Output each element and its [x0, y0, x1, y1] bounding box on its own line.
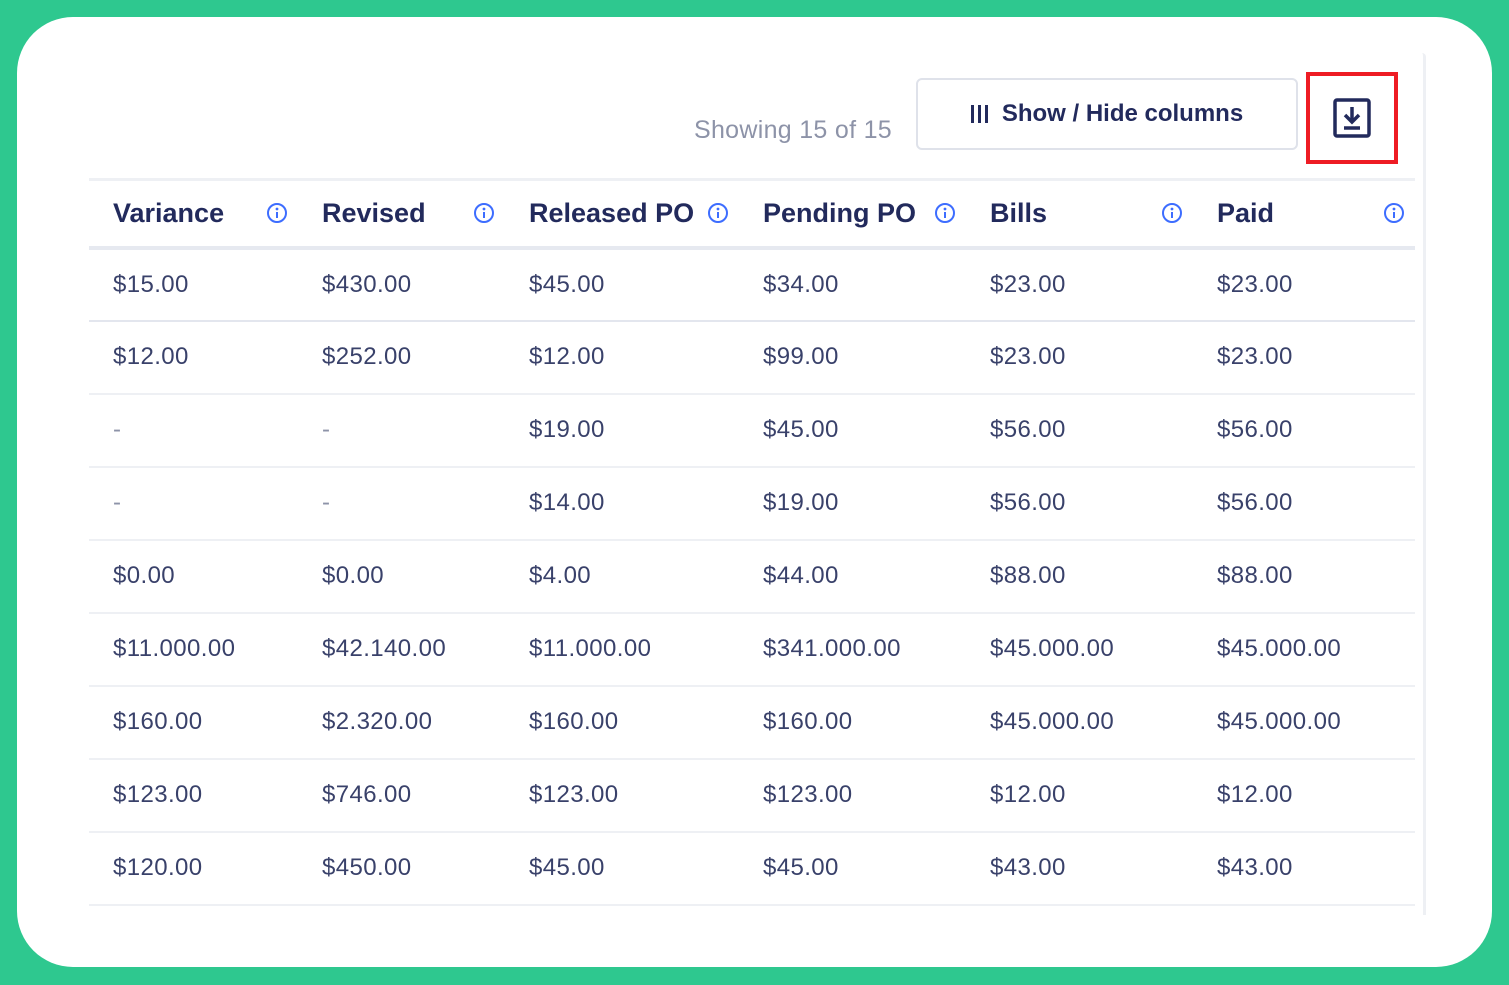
table-cell: $88.00 — [1193, 539, 1415, 614]
show-hide-columns-button[interactable]: Show / Hide columns — [916, 78, 1298, 150]
column-header-label: Pending PO — [763, 197, 917, 228]
table-cell: $4.00 — [505, 539, 739, 614]
table-cell: $88.00 — [966, 539, 1193, 614]
table-cell: $44.00 — [739, 539, 966, 614]
table-body: $15.00 $430.00 $45.00 $34.00 $23.00 $23.00 $12… — [89, 247, 1415, 906]
column-header-released-po[interactable]: Released PO — [505, 180, 739, 248]
table-row: - - $19.00 $45.00 $56.00 $56.00 — [89, 393, 1415, 468]
column-header-bills[interactable]: Bills — [966, 180, 1193, 248]
table-cell: $746.00 — [298, 758, 505, 833]
table-cell: $45.000.00 — [966, 685, 1193, 760]
table-cell: $56.00 — [1193, 393, 1415, 468]
table-cell: $43.00 — [966, 831, 1193, 906]
table-cell: $252.00 — [298, 320, 505, 395]
table-cell: $12.00 — [966, 758, 1193, 833]
table-cell: $160.00 — [739, 685, 966, 760]
table-cell: $56.00 — [1193, 466, 1415, 541]
table-row: $0.00 $0.00 $4.00 $44.00 $88.00 $88.00 — [89, 539, 1415, 614]
info-icon[interactable] — [1161, 202, 1183, 224]
table-cell: $23.00 — [1193, 247, 1415, 322]
table-cell: $56.00 — [966, 466, 1193, 541]
table-cell: $123.00 — [505, 758, 739, 833]
table-cell: $45.000.00 — [966, 612, 1193, 687]
table-cell: - — [298, 393, 505, 468]
show-hide-columns-label: Show / Hide columns — [1001, 100, 1244, 127]
table-cell: $11.000.00 — [89, 612, 298, 687]
table-cell: $45.00 — [739, 831, 966, 906]
column-header-variance[interactable]: Variance — [89, 180, 298, 248]
table-cell: $0.00 — [89, 539, 298, 614]
table-cell: $19.00 — [505, 393, 739, 468]
table-cell: $45.000.00 — [1193, 612, 1415, 687]
table-row: $12.00 $252.00 $12.00 $99.00 $23.00 $23.00 — [89, 320, 1415, 395]
table-cell: $123.00 — [739, 758, 966, 833]
columns-icon — [970, 104, 988, 124]
download-button[interactable] — [1306, 72, 1398, 164]
table-cell: $12.00 — [1193, 758, 1415, 833]
table-row: - - $14.00 $19.00 $56.00 $56.00 — [89, 466, 1415, 541]
table-cell: - — [298, 466, 505, 541]
table-cell: $450.00 — [298, 831, 505, 906]
table-cell: $12.00 — [505, 320, 739, 395]
table-cell: $23.00 — [1193, 320, 1415, 395]
table-row: $11.000.00 $42.140.00 $11.000.00 $341.000.0… — [89, 612, 1415, 687]
table-row: $160.00 $2.320.00 $160.00 $160.00 $45.000.00… — [89, 685, 1415, 760]
info-icon[interactable] — [707, 202, 729, 224]
row-count-text: Showing 15 of 15 — [693, 116, 892, 144]
table-cell: - — [89, 393, 298, 468]
table-cell: $45.000.00 — [1193, 685, 1415, 760]
table-panel: Showing 15 of 15 Show / Hide columns — [89, 53, 1426, 915]
table-header-row: Variance Revised Released PO Pending PO Bill… — [89, 179, 1415, 248]
table-cell: $160.00 — [89, 685, 298, 760]
column-header-paid[interactable]: Paid — [1193, 180, 1415, 248]
table-row: $120.00 $450.00 $45.00 $45.00 $43.00 $43.00 — [89, 831, 1415, 906]
table-cell: $15.00 — [89, 247, 298, 322]
table-cell: $45.00 — [505, 247, 739, 322]
column-header-label: Variance — [113, 197, 225, 228]
table-row: $123.00 $746.00 $123.00 $123.00 $12.00 $12.00 — [89, 758, 1415, 833]
data-table: Variance Revised Released PO Pending PO Bill… — [89, 178, 1415, 906]
table-cell: $34.00 — [739, 247, 966, 322]
column-header-label: Paid — [1217, 197, 1275, 228]
column-header-label: Revised — [322, 197, 426, 228]
info-icon[interactable] — [266, 202, 288, 224]
table-cell: $23.00 — [966, 247, 1193, 322]
table-cell: $42.140.00 — [298, 612, 505, 687]
table-cell: $45.00 — [505, 831, 739, 906]
info-icon[interactable] — [934, 202, 956, 224]
column-header-revised[interactable]: Revised — [298, 180, 505, 248]
table-cell: $430.00 — [298, 247, 505, 322]
table-cell: $160.00 — [505, 685, 739, 760]
table-cell: $120.00 — [89, 831, 298, 906]
table-cell: $123.00 — [89, 758, 298, 833]
table-cell: $19.00 — [739, 466, 966, 541]
column-header-label: Bills — [990, 197, 1048, 228]
table-cell: $12.00 — [89, 320, 298, 395]
info-icon[interactable] — [1383, 202, 1405, 224]
info-icon[interactable] — [473, 202, 495, 224]
table-cell: $0.00 — [298, 539, 505, 614]
table-cell: - — [89, 466, 298, 541]
table-cell: $2.320.00 — [298, 685, 505, 760]
table-cell: $43.00 — [1193, 831, 1415, 906]
table-cell: $341.000.00 — [739, 612, 966, 687]
card: Showing 15 of 15 Show / Hide columns — [17, 17, 1492, 967]
table-cell: $56.00 — [966, 393, 1193, 468]
table-row: $15.00 $430.00 $45.00 $34.00 $23.00 $23.00 — [89, 247, 1415, 322]
table-cell: $11.000.00 — [505, 612, 739, 687]
column-header-pending-po[interactable]: Pending PO — [739, 180, 966, 248]
column-header-label: Released PO — [529, 197, 695, 228]
download-icon — [1333, 98, 1371, 138]
table-cell: $23.00 — [966, 320, 1193, 395]
table-cell: $99.00 — [739, 320, 966, 395]
table-toolbar: Showing 15 of 15 Show / Hide columns — [89, 53, 1423, 178]
table-cell: $45.00 — [739, 393, 966, 468]
table-cell: $14.00 — [505, 466, 739, 541]
